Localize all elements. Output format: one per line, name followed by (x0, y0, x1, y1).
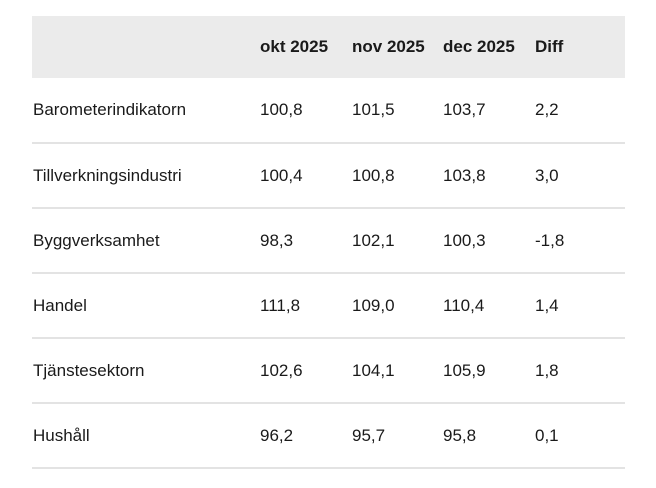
row-label: Handel (33, 295, 87, 315)
value-cell: 111,8 (260, 295, 301, 315)
header-cell (32, 16, 259, 78)
table-row: Tjänstesektorn 102,6 104,1 105,9 1,8 (32, 338, 625, 403)
value-cell: 104,1 (352, 360, 395, 380)
value-cell: 96,2 (260, 425, 294, 445)
value-cell: 102,6 (260, 360, 303, 380)
table-row: Tillverkningsindustri 100,4 100,8 103,8 3,0 (32, 143, 625, 208)
value-cell: 95,8 (443, 425, 477, 445)
header-cell: dec 2025 (443, 37, 515, 56)
table-row: Byggverksamhet 98,3 102,1 100,3 -1,8 (32, 208, 625, 273)
header-row: okt 2025 nov 2025 dec 2025 Diff (32, 16, 625, 78)
row-label: Barometerindikatorn (33, 100, 187, 119)
row-label: Hushåll (33, 425, 90, 445)
table-body: Barometerindikatorn 100,8 101,5 103,7 2,2 Til… (32, 78, 625, 468)
value-cell: 110,4 (443, 295, 485, 315)
table-row: Handel 111,8 109,0 110,4 1,4 (32, 273, 625, 338)
value-cell: 1,8 (535, 360, 559, 380)
value-cell: 102,1 (352, 230, 395, 250)
value-cell: 1,4 (535, 295, 559, 315)
value-cell: -1,8 (535, 230, 565, 250)
header-cell: Diff (535, 37, 564, 56)
header-cell: okt 2025 (260, 37, 329, 56)
table-row: Hushåll 96,2 95,7 95,8 0,1 (32, 403, 625, 468)
header-cell: nov 2025 (352, 37, 425, 56)
value-cell: 95,7 (352, 425, 386, 445)
table-row: Barometerindikatorn 100,8 101,5 103,7 2,2 (32, 78, 625, 143)
value-cell: 105,9 (443, 360, 486, 380)
data-table: okt 2025 nov 2025 dec 2025 Diff Barometerin… (32, 16, 625, 469)
value-cell: 100,3 (443, 230, 486, 250)
value-cell: 0,1 (535, 425, 559, 445)
value-cell: 2,2 (535, 100, 559, 119)
value-cell: 100,4 (260, 165, 303, 185)
row-label: Tillverkningsindustri (33, 165, 182, 185)
value-cell: 98,3 (260, 230, 294, 250)
value-cell: 109,0 (352, 295, 395, 315)
row-label: Tjänstesektorn (33, 360, 145, 380)
value-cell: 3,0 (535, 165, 559, 185)
value-cell: 100,8 (352, 165, 395, 185)
value-cell: 103,7 (443, 100, 486, 119)
value-cell: 100,8 (260, 100, 303, 119)
row-label: Byggverksamhet (33, 230, 160, 250)
value-cell: 103,8 (443, 165, 486, 185)
table-header: okt 2025 nov 2025 dec 2025 Diff (32, 16, 625, 78)
value-cell: 101,5 (352, 100, 395, 119)
